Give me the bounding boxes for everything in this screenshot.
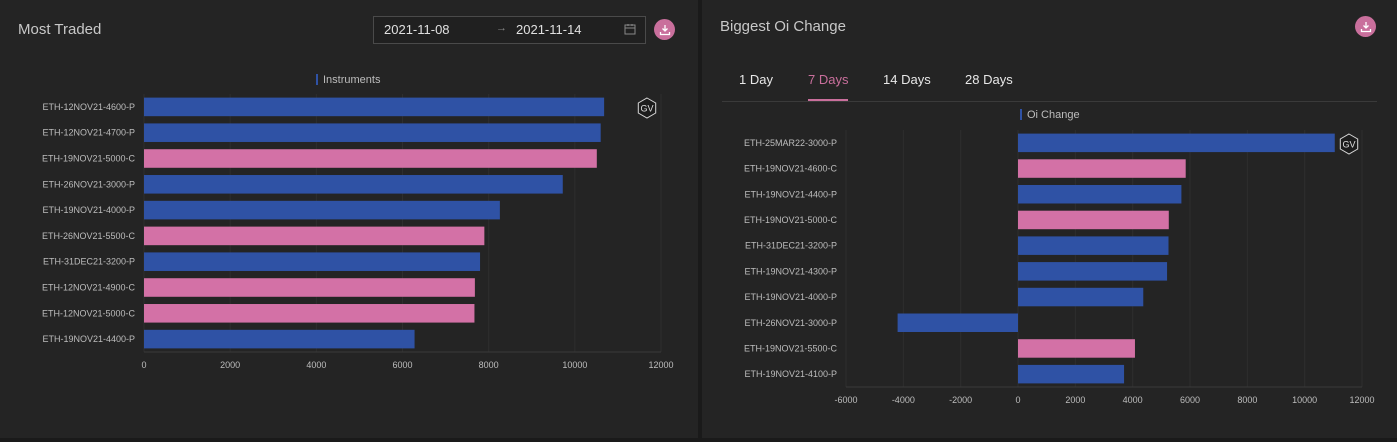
download-button-most-traded[interactable] [654, 19, 675, 40]
gv-logo-text: GV [1342, 140, 1355, 150]
left-y-tick-label: ETH-12NOV21-4900-C [42, 283, 136, 293]
date-from-input[interactable]: 2021-11-08 [384, 22, 450, 37]
download-icon [659, 24, 670, 35]
left-bar [144, 226, 485, 246]
right-y-tick-label: ETH-19NOV21-4000-P [744, 292, 837, 302]
calendar-icon[interactable] [624, 23, 636, 35]
left-bar [144, 252, 481, 271]
right-y-tick-label: ETH-19NOV21-5500-C [744, 343, 838, 353]
left-x-tick-label: 12000 [648, 360, 673, 370]
left-x-tick-label: 2000 [220, 360, 240, 370]
tab-14-days[interactable]: 14 Days [883, 72, 931, 87]
right-bar [1018, 236, 1169, 255]
period-tabs: 1 Day 7 Days 14 Days 28 Days [722, 62, 1377, 102]
right-x-tick-label: -6000 [834, 395, 857, 405]
left-x-tick-label: 6000 [392, 360, 412, 370]
date-range-arrow: → [496, 22, 507, 34]
right-legend-swatch [1020, 109, 1022, 120]
date-to-input[interactable]: 2021-11-14 [516, 22, 582, 37]
left-legend-label: Instruments [323, 74, 381, 86]
right-bar [1018, 262, 1168, 281]
left-y-tick-label: ETH-19NOV21-5000-C [42, 154, 136, 164]
left-legend-swatch [316, 74, 318, 85]
right-x-tick-label: 6000 [1180, 395, 1200, 405]
right-bar [1018, 133, 1335, 153]
gv-logo-text: GV [640, 104, 653, 114]
right-x-tick-label: -2000 [949, 395, 972, 405]
left-y-tick-label: ETH-31DEC21-3200-P [43, 257, 135, 267]
right-bar [1018, 210, 1169, 230]
left-y-tick-label: ETH-19NOV21-4400-P [42, 334, 135, 344]
gv-logo-icon: GV [637, 97, 657, 119]
left-x-tick-label: 8000 [479, 360, 499, 370]
left-y-tick-label: ETH-12NOV21-4600-P [42, 102, 135, 112]
right-bar [1018, 184, 1182, 204]
right-bar [1018, 159, 1186, 178]
left-bar [144, 175, 563, 194]
right-y-tick-label: ETH-19NOV21-4100-P [744, 369, 837, 379]
left-bar [144, 123, 601, 142]
download-icon [1360, 21, 1371, 32]
right-x-tick-label: 10000 [1292, 395, 1317, 405]
active-tab-indicator [808, 99, 848, 101]
right-bar [1018, 287, 1144, 307]
right-x-tick-label: 0 [1015, 395, 1020, 405]
right-y-tick-label: ETH-19NOV21-4400-P [744, 189, 837, 199]
right-y-tick-label: ETH-26NOV21-3000-P [744, 318, 837, 328]
tab-28-days[interactable]: 28 Days [965, 72, 1013, 87]
tab-7-days[interactable]: 7 Days [808, 72, 849, 87]
right-y-tick-label: ETH-19NOV21-5000-C [744, 215, 838, 225]
left-x-tick-label: 0 [141, 360, 146, 370]
right-y-tick-label: ETH-19NOV21-4600-C [744, 164, 838, 174]
right-x-tick-label: 12000 [1349, 395, 1374, 405]
right-x-tick-label: 4000 [1123, 395, 1143, 405]
right-y-tick-label: ETH-19NOV21-4300-P [744, 266, 837, 276]
right-bar [1018, 364, 1125, 384]
biggest-oi-change-title: Biggest Oi Change [720, 18, 846, 35]
left-bar [144, 329, 415, 349]
left-bar [144, 200, 500, 220]
left-bar [144, 97, 605, 117]
gv-logo-icon: GV [1339, 133, 1359, 155]
left-bar [144, 278, 475, 297]
right-x-tick-label: -4000 [892, 395, 915, 405]
right-y-tick-label: ETH-31DEC21-3200-P [745, 241, 837, 251]
left-y-tick-label: ETH-26NOV21-5500-C [42, 231, 136, 241]
right-x-tick-label: 8000 [1237, 395, 1257, 405]
left-x-tick-label: 10000 [562, 360, 587, 370]
download-button-oi-change[interactable] [1355, 16, 1376, 37]
right-legend-label: Oi Change [1027, 109, 1080, 121]
date-range-picker[interactable]: 2021-11-08 → 2021-11-14 [373, 16, 646, 44]
right-bar [1018, 339, 1135, 358]
right-bar [897, 313, 1018, 333]
left-bar [144, 149, 597, 168]
left-x-tick-label: 4000 [306, 360, 326, 370]
most-traded-title: Most Traded [18, 21, 102, 38]
left-y-tick-label: ETH-12NOV21-4700-P [42, 128, 135, 138]
left-y-tick-label: ETH-19NOV21-4000-P [42, 205, 135, 215]
left-bar [144, 304, 475, 323]
right-y-tick-label: ETH-25MAR22-3000-P [744, 138, 837, 148]
right-x-tick-label: 2000 [1065, 395, 1085, 405]
left-y-tick-label: ETH-12NOV21-5000-C [42, 308, 136, 318]
tab-1-day[interactable]: 1 Day [739, 72, 773, 87]
left-y-tick-label: ETH-26NOV21-3000-P [42, 179, 135, 189]
